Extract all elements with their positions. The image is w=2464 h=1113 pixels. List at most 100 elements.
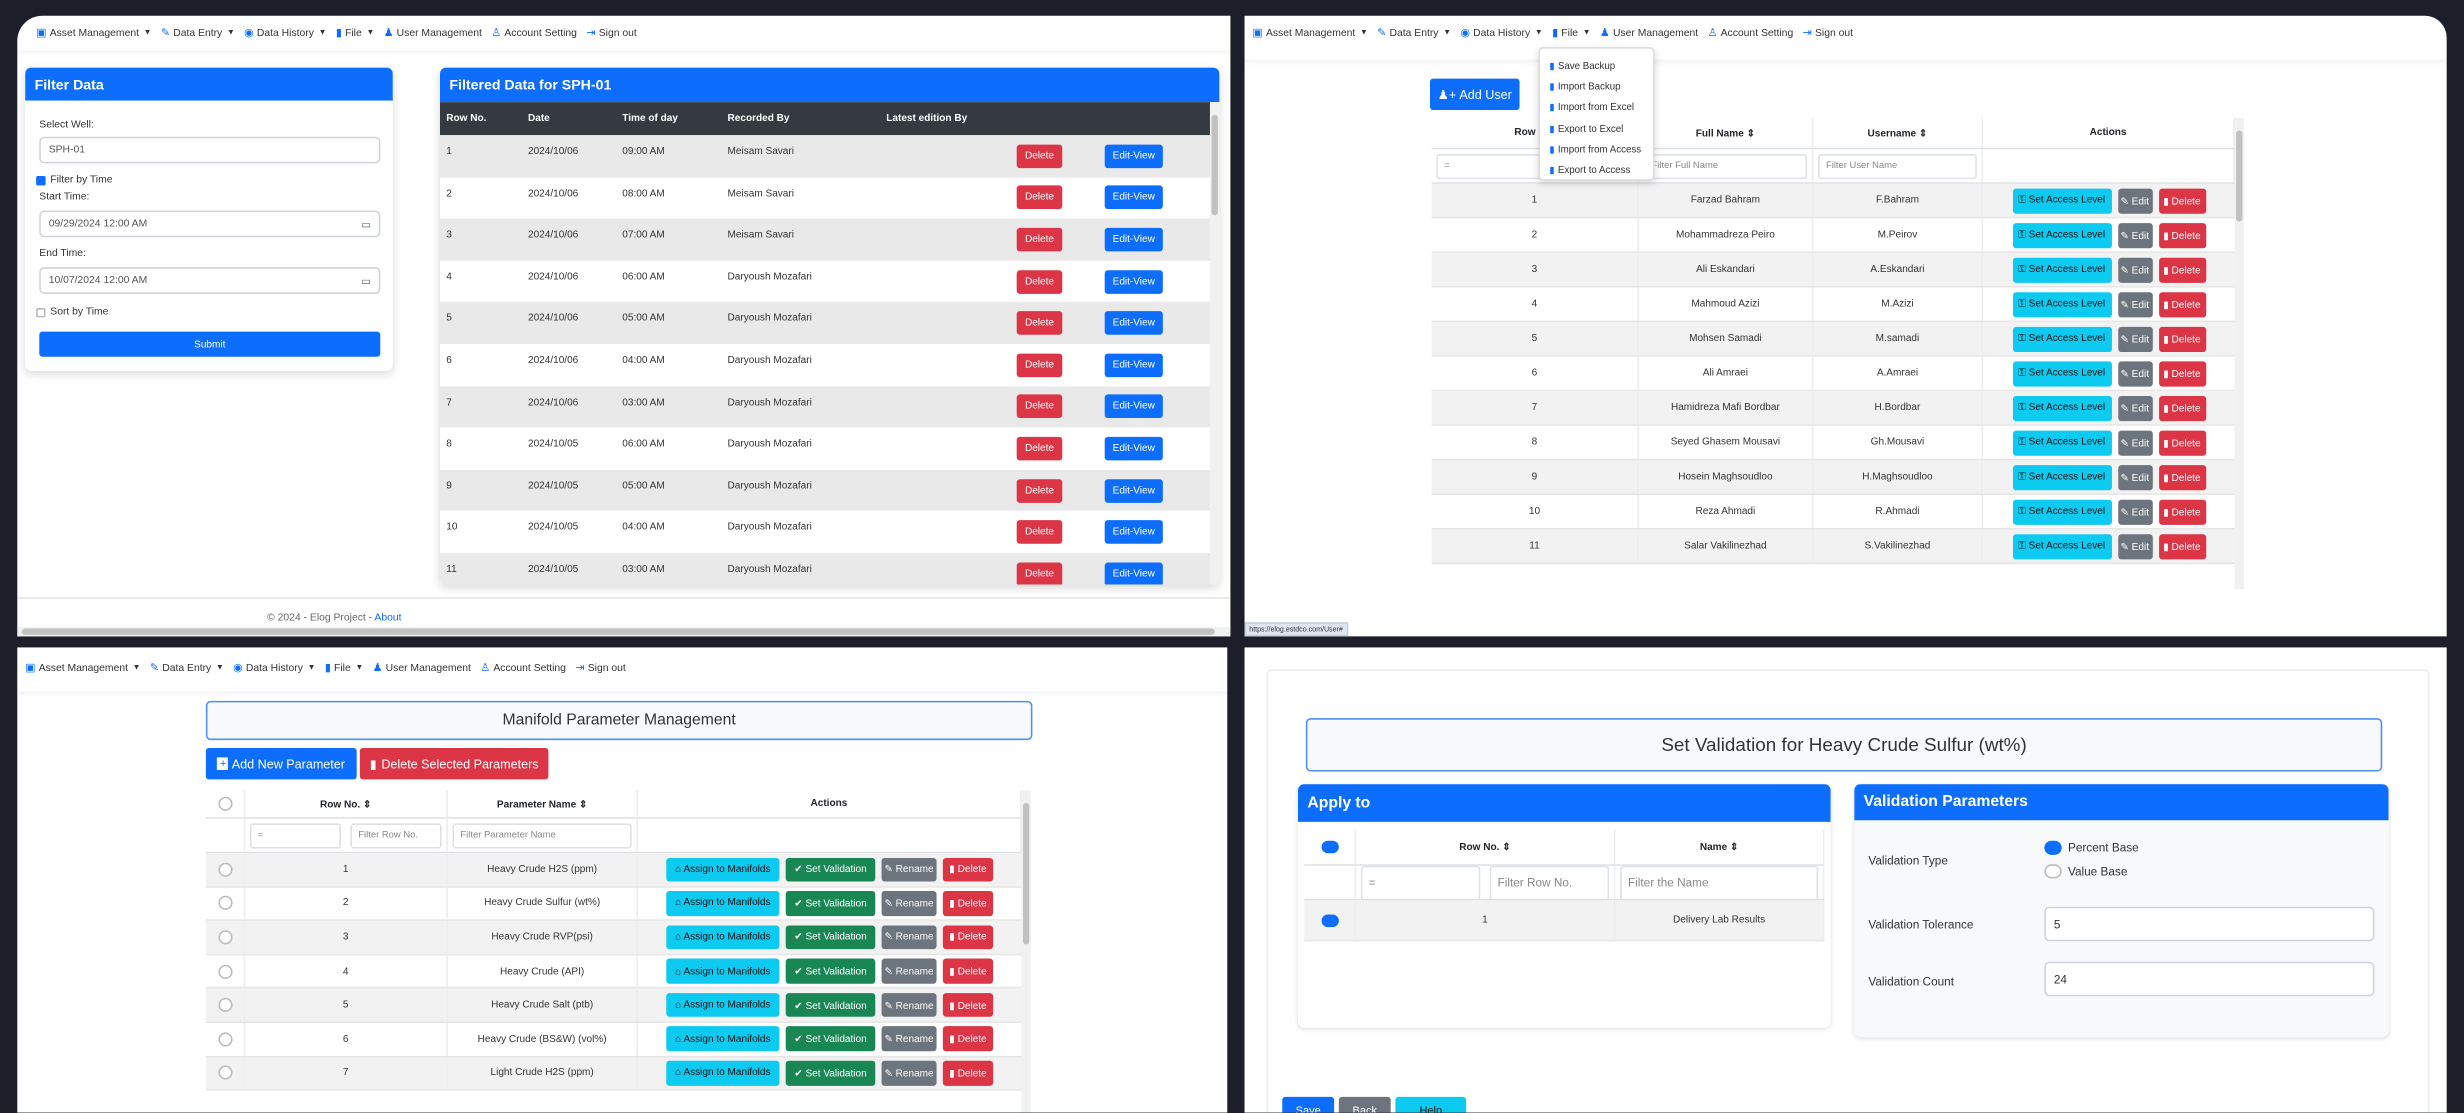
- edit-view-button[interactable]: Edit-View: [1104, 311, 1163, 335]
- value-base-radio[interactable]: Value Base: [2044, 864, 2127, 879]
- help-button[interactable]: Help: [1395, 1096, 1467, 1113]
- delete-button[interactable]: ▮ Delete: [2158, 360, 2206, 386]
- column-header[interactable]: Actions: [1983, 117, 2235, 148]
- rename-button[interactable]: ✎ Rename: [881, 992, 937, 1018]
- set-access-level-button[interactable]: ⚿ Set Access Level: [2012, 429, 2112, 455]
- set-access-level-button[interactable]: ⚿ Set Access Level: [2012, 222, 2112, 248]
- set-validation-button[interactable]: ✔ Set Validation: [785, 925, 876, 950]
- nav-item-data-history[interactable]: ◉ Data History ▼: [233, 662, 315, 674]
- assign-to-manifolds-button[interactable]: ⌂ Assign to Manifolds: [666, 1060, 780, 1086]
- column-header[interactable]: Username ⇕: [1813, 117, 1984, 148]
- delete-button[interactable]: Delete: [1016, 353, 1063, 377]
- filter-operator-input[interactable]: =: [249, 822, 341, 848]
- delete-button[interactable]: ▮ Delete: [942, 1060, 994, 1086]
- row-checkbox[interactable]: [1320, 913, 1339, 927]
- delete-button[interactable]: ▮ Delete: [2158, 429, 2206, 455]
- assign-to-manifolds-button[interactable]: ⌂ Assign to Manifolds: [666, 1026, 780, 1052]
- set-validation-button[interactable]: ✔ Set Validation: [785, 891, 876, 916]
- delete-button[interactable]: ▮ Delete: [2158, 291, 2206, 317]
- calendar-icon[interactable]: ▭: [361, 275, 371, 287]
- column-header[interactable]: [1304, 829, 1357, 865]
- file-menu-item[interactable]: ▮ Save Backup: [1540, 57, 1653, 78]
- delete-button[interactable]: ▮ Delete: [2158, 395, 2206, 421]
- nav-item-asset-management[interactable]: ▣ Asset Management ▼: [36, 27, 151, 39]
- row-checkbox[interactable]: [217, 998, 232, 1013]
- delete-button[interactable]: Delete: [1016, 186, 1063, 210]
- validation-count-input[interactable]: 24: [2044, 961, 2375, 997]
- delete-button[interactable]: Delete: [1016, 520, 1063, 544]
- filter-by-time-checkbox[interactable]: Filter by Time: [36, 174, 112, 185]
- sort-by-time-checkbox[interactable]: Sort by Time: [36, 306, 108, 317]
- rename-button[interactable]: ✎ Rename: [881, 891, 937, 916]
- edit-view-button[interactable]: Edit-View: [1104, 478, 1163, 503]
- edit-view-button[interactable]: Edit-View: [1104, 394, 1163, 419]
- add-new-parameter-button[interactable]: + Add New Parameter: [205, 747, 357, 780]
- nav-item-data-entry[interactable]: ✎ Data Entry ▼: [1377, 27, 1451, 39]
- set-access-level-button[interactable]: ⚿ Set Access Level: [2012, 395, 2112, 421]
- delete-button[interactable]: Delete: [1016, 562, 1063, 585]
- assign-to-manifolds-button[interactable]: ⌂ Assign to Manifolds: [666, 958, 780, 984]
- edit-button[interactable]: ✎ Edit: [2117, 464, 2153, 490]
- rename-button[interactable]: ✎ Rename: [881, 1060, 937, 1086]
- set-validation-button[interactable]: ✔ Set Validation: [785, 958, 876, 984]
- delete-button[interactable]: ▮ Delete: [942, 1026, 994, 1052]
- delete-selected-parameters-button[interactable]: ▮ Delete Selected Parameters: [359, 747, 549, 780]
- nav-item-data-entry[interactable]: ✎ Data Entry ▼: [161, 27, 235, 39]
- filter-input[interactable]: Filter Full Name: [1643, 153, 1808, 179]
- row-checkbox[interactable]: [217, 896, 232, 911]
- edit-button[interactable]: ✎ Edit: [2117, 533, 2153, 559]
- edit-view-button[interactable]: Edit-View: [1104, 186, 1163, 210]
- edit-button[interactable]: ✎ Edit: [2117, 291, 2153, 317]
- set-access-level-button[interactable]: ⚿ Set Access Level: [2012, 360, 2112, 386]
- delete-button[interactable]: ▮ Delete: [2158, 222, 2206, 248]
- delete-button[interactable]: ▮ Delete: [2158, 326, 2206, 352]
- rename-button[interactable]: ✎ Rename: [881, 857, 937, 882]
- nav-item-user-management[interactable]: ♟ User Management: [373, 662, 471, 674]
- edit-button[interactable]: ✎ Edit: [2117, 360, 2153, 386]
- edit-button[interactable]: ✎ Edit: [2117, 256, 2153, 283]
- edit-view-button[interactable]: Edit-View: [1104, 269, 1163, 294]
- nav-item-account-setting[interactable]: ♙ Account Setting: [491, 27, 577, 39]
- nav-item-data-history[interactable]: ◉ Data History ▼: [244, 27, 326, 39]
- nav-item-data-history[interactable]: ◉ Data History ▼: [1460, 27, 1542, 39]
- column-header[interactable]: Name ⇕: [1615, 829, 1825, 865]
- delete-button[interactable]: ▮ Delete: [2158, 256, 2206, 283]
- nav-item-account-setting[interactable]: ♙ Account Setting: [1708, 27, 1794, 39]
- set-validation-button[interactable]: ✔ Set Validation: [785, 1060, 876, 1086]
- row-checkbox[interactable]: [217, 1032, 232, 1047]
- delete-button[interactable]: ▮ Delete: [942, 891, 994, 916]
- column-header[interactable]: Row No. ⇕: [245, 790, 448, 818]
- row-checkbox[interactable]: [217, 930, 232, 945]
- edit-button[interactable]: ✎ Edit: [2117, 498, 2153, 525]
- nav-item-file[interactable]: ▮ File ▼: [325, 662, 363, 674]
- delete-button[interactable]: Delete: [1016, 269, 1063, 294]
- validation-tolerance-input[interactable]: 5: [2044, 906, 2375, 942]
- nav-item-file[interactable]: ▮ File ▼: [336, 27, 374, 39]
- back-button[interactable]: Back: [1338, 1096, 1391, 1113]
- file-menu-item[interactable]: ▮ Export to Access: [1540, 160, 1653, 181]
- delete-button[interactable]: ▮ Delete: [2158, 498, 2206, 525]
- well-input[interactable]: SPH-01: [39, 136, 381, 164]
- select-all-checkbox[interactable]: [217, 796, 232, 811]
- delete-button[interactable]: ▮ Delete: [2158, 187, 2206, 213]
- delete-button[interactable]: Delete: [1016, 394, 1063, 419]
- delete-button[interactable]: Delete: [1016, 144, 1063, 168]
- row-checkbox[interactable]: [217, 1065, 232, 1081]
- filter-input[interactable]: Filter User Name: [1818, 153, 1977, 179]
- file-menu-item[interactable]: ▮ Export to Excel: [1540, 119, 1653, 140]
- nav-item-asset-management[interactable]: ▣ Asset Management ▼: [1252, 27, 1367, 39]
- file-menu-item[interactable]: ▮ Import Backup: [1540, 77, 1653, 98]
- file-menu-item[interactable]: ▮ Import from Access: [1540, 139, 1653, 160]
- percent-base-radio[interactable]: Percent Base: [2044, 840, 2139, 855]
- edit-button[interactable]: ✎ Edit: [2117, 326, 2153, 352]
- assign-to-manifolds-button[interactable]: ⌂ Assign to Manifolds: [666, 925, 780, 950]
- set-access-level-button[interactable]: ⚿ Set Access Level: [2012, 464, 2112, 490]
- set-access-level-button[interactable]: ⚿ Set Access Level: [2012, 326, 2112, 352]
- assign-to-manifolds-button[interactable]: ⌂ Assign to Manifolds: [666, 891, 780, 916]
- column-header[interactable]: [206, 790, 246, 818]
- file-menu-item[interactable]: ▮ Import from Excel: [1540, 98, 1653, 119]
- delete-button[interactable]: ▮ Delete: [2158, 533, 2206, 559]
- edit-view-button[interactable]: Edit-View: [1104, 520, 1163, 544]
- table-scrollbar[interactable]: [2234, 117, 2244, 590]
- nav-item-sign-out[interactable]: ⇥ Sign out: [575, 662, 625, 674]
